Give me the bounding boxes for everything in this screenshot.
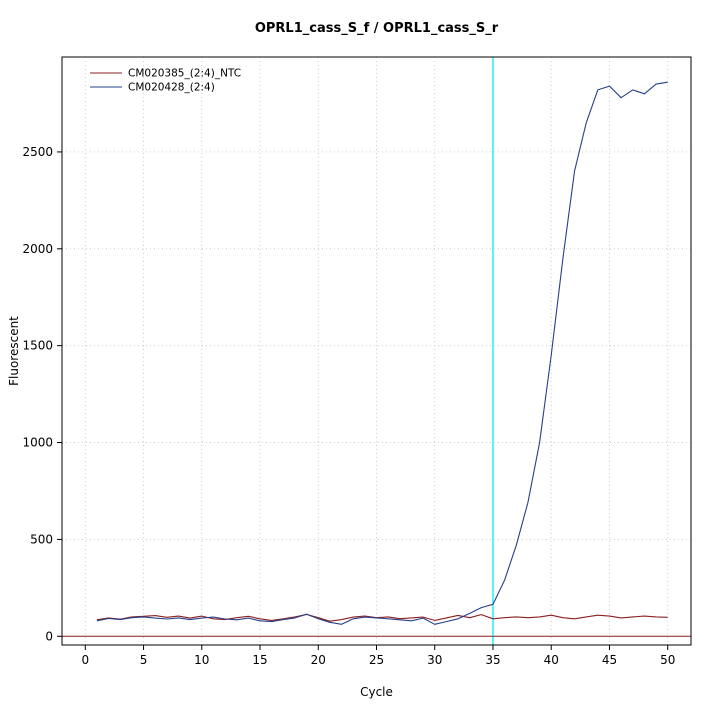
- x-tick-label: 15: [252, 653, 267, 667]
- x-tick-label: 25: [369, 653, 384, 667]
- x-tick-label: 30: [427, 653, 442, 667]
- chart-title: OPRL1_cass_S_f / OPRL1_cass_S_r: [254, 21, 499, 36]
- x-tick-label: 40: [544, 653, 559, 667]
- legend-label-0: CM020385_(2:4)_NTC: [128, 68, 241, 80]
- x-tick-label: 5: [140, 653, 148, 667]
- y-axis-title: Fluorescent: [7, 316, 21, 386]
- series-line-0: [96, 613, 668, 622]
- y-tick-label: 1000: [22, 436, 53, 450]
- x-tick-label: 50: [660, 653, 675, 667]
- y-tick-label: 500: [30, 532, 53, 546]
- x-tick-label: 45: [602, 653, 617, 667]
- legend-label-1: CM020428_(2:4): [128, 82, 215, 94]
- series-line-1: [96, 81, 668, 625]
- x-tick-label: 10: [194, 653, 209, 667]
- y-tick-label: 2500: [22, 145, 53, 159]
- x-tick-label: 35: [485, 653, 500, 667]
- x-axis-title: Cycle: [360, 685, 393, 699]
- y-tick-label: 2000: [22, 242, 53, 256]
- x-tick-label: 20: [311, 653, 326, 667]
- y-tick-label: 0: [45, 629, 53, 643]
- y-tick-label: 1500: [22, 339, 53, 353]
- x-tick-label: 0: [81, 653, 89, 667]
